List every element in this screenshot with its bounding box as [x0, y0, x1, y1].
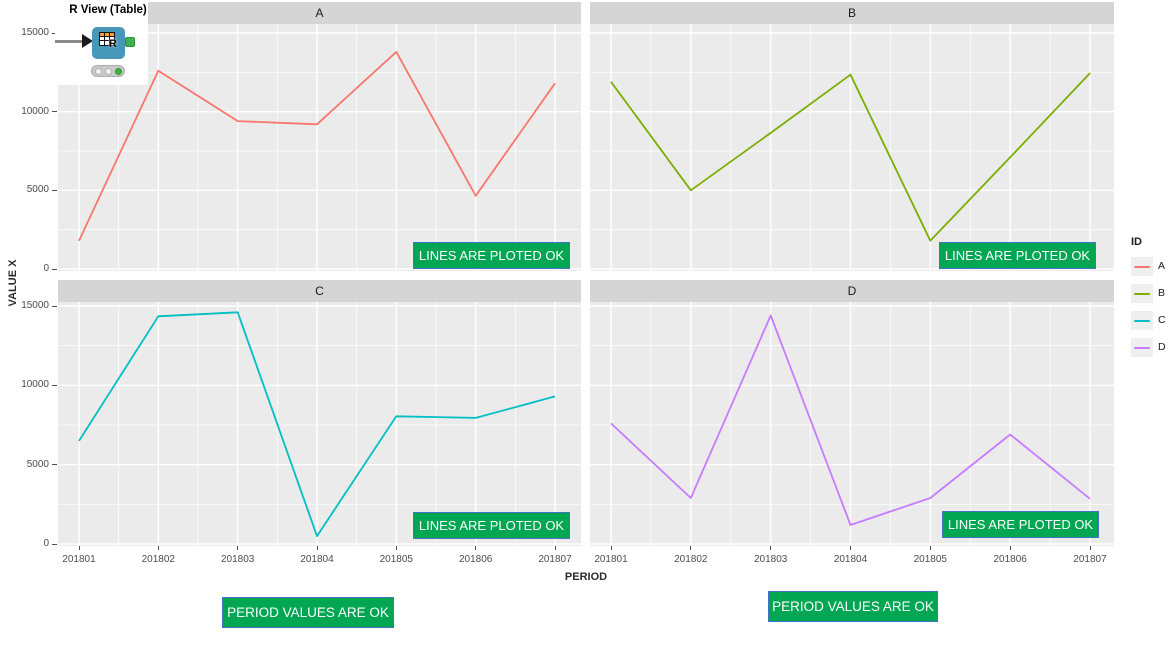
legend-item-B: B — [1131, 284, 1172, 303]
annotation-period-ok-left: PERIOD VALUES ARE OK — [222, 597, 394, 628]
legend-label-D: D — [1158, 341, 1166, 353]
x-tick-label: 201803 — [221, 554, 255, 565]
status-light-yellow — [105, 67, 112, 75]
x-tick-mark — [929, 546, 931, 550]
legend-item-D: D — [1131, 338, 1172, 357]
legend-key-B — [1131, 284, 1153, 303]
legend-key-line-D — [1134, 346, 1150, 349]
legend-key-D — [1131, 338, 1153, 357]
y-tick-mark — [52, 32, 57, 34]
facet-strip-b: B — [590, 2, 1114, 24]
y-tick-label: 10000 — [21, 379, 49, 391]
y-axis-title: VALUE X — [7, 259, 19, 307]
x-tick-mark — [395, 546, 397, 550]
y-tick-label: 5000 — [26, 184, 49, 196]
legend-item-A: A — [1131, 257, 1172, 276]
y-tick-label: 5000 — [26, 458, 49, 470]
y-tick-mark — [52, 268, 57, 270]
x-tick-label: 201806 — [993, 554, 1027, 565]
series-line-D — [610, 314, 1091, 526]
legend-key-line-C — [1134, 319, 1150, 322]
panel-background — [590, 24, 1114, 271]
legend-key-A — [1131, 257, 1153, 276]
legend-key-line-A — [1134, 265, 1150, 268]
x-tick-label: 201806 — [459, 554, 493, 565]
facet-strip-c: C — [58, 280, 581, 302]
table-icon-header — [100, 33, 114, 37]
x-tick-mark — [1009, 546, 1011, 550]
facet-strip-d: D — [590, 280, 1114, 302]
y-tick-label: 10000 — [21, 105, 49, 117]
x-tick-mark — [690, 546, 692, 550]
x-tick-mark — [316, 546, 318, 550]
annotation-lines-ok-b: LINES ARE PLOTED OK — [939, 242, 1096, 269]
x-tick-label: 201802 — [141, 554, 175, 565]
y-tick-mark — [52, 189, 57, 191]
x-tick-mark — [1089, 546, 1091, 550]
annotation-lines-ok-d: LINES ARE PLOTED OK — [942, 511, 1099, 538]
node-input-arrow-icon — [82, 34, 93, 48]
x-tick-label: 201805 — [913, 554, 947, 565]
legend-label-C: C — [1158, 314, 1166, 326]
facet-panel-C — [58, 302, 581, 546]
r-table-icon — [99, 32, 115, 46]
legend-key-C — [1131, 311, 1153, 330]
y-tick-mark — [52, 111, 57, 113]
node-output-port[interactable] — [125, 37, 135, 47]
series-line-A — [78, 50, 556, 242]
r-view-node-body[interactable]: R — [92, 27, 125, 59]
x-tick-mark — [554, 546, 556, 550]
legend-title: ID — [1131, 236, 1142, 248]
panel-background — [58, 302, 581, 546]
x-tick-label: 201804 — [300, 554, 334, 565]
y-tick-label: 0 — [43, 538, 49, 549]
facet-panel-B — [590, 24, 1114, 271]
y-tick-label: 15000 — [21, 300, 49, 311]
y-tick-label: 0 — [43, 263, 49, 274]
x-tick-mark — [610, 546, 612, 550]
y-tick-mark — [52, 384, 57, 386]
panel-background — [590, 302, 1114, 546]
facet-panel-A — [58, 24, 581, 271]
node-status-lights — [91, 65, 125, 77]
x-tick-label: 201805 — [379, 554, 413, 565]
series-line-B — [610, 72, 1091, 242]
y-tick-label: 15000 — [21, 27, 49, 38]
legend-label-A: A — [1158, 260, 1166, 272]
legend-key-line-B — [1134, 292, 1150, 295]
x-tick-label: 201804 — [833, 554, 868, 565]
x-tick-label: 201803 — [754, 554, 788, 565]
annotation-lines-ok-a: LINES ARE PLOTED OK — [413, 242, 570, 269]
y-tick-mark — [52, 464, 57, 466]
x-tick-mark — [770, 546, 772, 550]
x-tick-label: 201807 — [538, 554, 572, 565]
r-letter-icon: R — [109, 38, 117, 50]
legend-label-B: B — [1158, 287, 1166, 299]
x-tick-mark — [850, 546, 851, 550]
x-tick-mark — [475, 546, 477, 550]
x-tick-mark — [78, 546, 80, 550]
y-tick-mark — [52, 543, 57, 545]
status-light-red — [95, 67, 102, 75]
x-tick-label: 201807 — [1073, 554, 1107, 565]
facet-panel-D — [590, 302, 1114, 546]
status-light-green — [115, 67, 122, 75]
node-input-connection — [55, 40, 83, 43]
x-tick-label: 201801 — [62, 554, 96, 565]
x-tick-mark — [157, 546, 159, 550]
x-tick-label: 201802 — [674, 554, 708, 565]
x-tick-label: 201801 — [594, 554, 628, 565]
facet-strip-a: A — [58, 2, 581, 24]
legend-item-C: C — [1131, 311, 1172, 330]
x-tick-mark — [237, 546, 239, 550]
annotation-lines-ok-c: LINES ARE PLOTED OK — [413, 512, 570, 539]
annotation-period-ok-right: PERIOD VALUES ARE OK — [768, 591, 938, 622]
series-line-C — [78, 311, 556, 538]
y-tick-mark — [52, 305, 57, 307]
node-label: R View (Table) — [69, 4, 147, 16]
x-axis-title: PERIOD — [564, 571, 608, 583]
